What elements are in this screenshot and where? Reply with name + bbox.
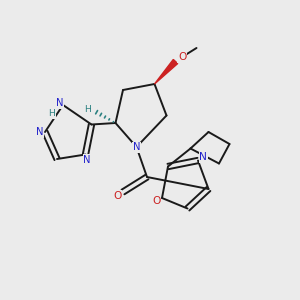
Text: H: H: [85, 105, 91, 114]
Text: O: O: [152, 196, 161, 206]
Text: H: H: [48, 110, 55, 118]
Text: N: N: [56, 98, 64, 109]
Text: N: N: [200, 152, 207, 163]
Text: N: N: [36, 127, 44, 137]
Text: N: N: [133, 142, 140, 152]
Text: N: N: [83, 155, 91, 165]
Polygon shape: [154, 59, 178, 84]
Text: O: O: [113, 190, 122, 201]
Text: O: O: [178, 52, 186, 62]
